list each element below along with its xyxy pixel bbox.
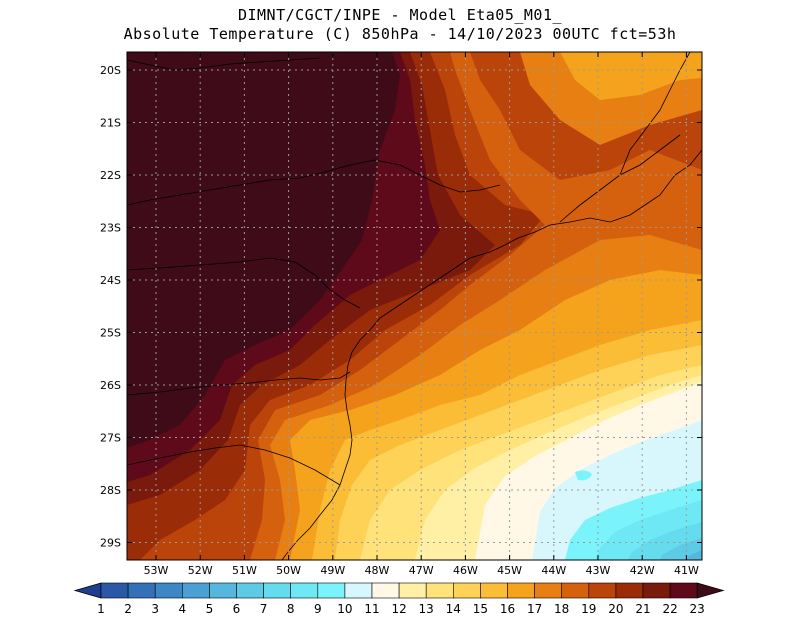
map-title-line2: Absolute Temperature (C) 850hPa - 14/10/… [123,25,677,43]
colorbar-segment [534,582,562,599]
x-axis-labels: 53W 52W 51W 50W 49W 48W 47W 46W 45W 44W 43W 42W 41W [144,564,699,577]
colorbar-label: 19 [581,602,596,616]
colorbar-label: 20 [608,602,623,616]
colorbar-label: 13 [419,602,434,616]
colorbar-label: 14 [446,602,461,616]
x-tick-label: 45W [497,564,522,577]
y-tick-label: 23S [100,222,121,235]
colorbar-segment [371,582,400,599]
colorbar-label: 1 [97,602,105,616]
colorbar-label: 22 [662,602,677,616]
coastline [281,149,702,560]
colorbar [73,582,725,599]
state-boundary-pr-sc [127,371,351,396]
colorbar-label: 23 [690,602,705,616]
map-frame [126,51,703,561]
colorbar-segment [669,582,698,599]
colorbar-segment [452,582,481,599]
coastline-boundaries [127,52,702,560]
x-tick-label: 52W [188,564,213,577]
colorbar-label: 4 [178,602,186,616]
axis-tick-marks [127,52,702,560]
y-tick-label: 20S [100,64,121,77]
colorbar-segment [344,582,373,599]
colorbar-arrow-right [696,582,725,599]
temperature-field [127,52,702,560]
colorbar-label: 16 [500,602,515,616]
x-tick-label: 43W [586,564,611,577]
colorbar-segment [127,582,156,599]
state-boundary-sc-rs [127,444,341,486]
y-tick-label: 28S [100,484,121,497]
colorbar-label: 11 [364,602,379,616]
colorbar-segment [100,582,129,599]
colorbar-label: 12 [391,602,406,616]
colorbar-segment [290,582,319,599]
colorbar-segment [263,582,292,599]
colorbar-label: 8 [287,602,295,616]
colorbar-label: 3 [151,602,159,616]
x-tick-label: 53W [144,564,169,577]
y-tick-label: 29S [100,537,121,550]
colorbar-label: 10 [337,602,352,616]
y-tick-label: 27S [100,432,121,445]
colorbar-segment [588,582,617,599]
x-tick-label: 41W [674,564,699,577]
colorbar-segment [182,582,210,599]
x-tick-label: 48W [365,564,390,577]
x-tick-label: 47W [409,564,434,577]
colorbar-segment [480,582,508,599]
colorbar-segment [561,582,590,599]
colorbar-segment [209,582,237,599]
x-tick-label: 46W [453,564,478,577]
state-boundary-mg-sp [127,159,501,206]
colorbar-segment [425,582,454,599]
state-boundary-paraguay [127,57,321,71]
y-axis-labels: 20S 21S 22S 23S 24S 25S 26S 27S 28S 29S [100,64,121,550]
colorbar-label: 6 [233,602,241,616]
colorbar-label: 9 [314,602,322,616]
colorbar-labels: 1 2 3 4 5 6 7 8 9 10 11 12 13 14 15 16 17 18 19 20 21 22 23 [97,602,705,616]
y-tick-label: 22S [100,169,121,182]
colorbar-segment [317,582,346,599]
colorbar-label: 15 [473,602,488,616]
colorbar-segment [236,582,264,599]
y-tick-label: 21S [100,117,121,130]
colorbar-segment [398,582,427,599]
x-tick-label: 51W [232,564,257,577]
zone-temp-8-patch [575,470,592,481]
colorbar-segment [507,582,535,599]
state-boundary-sp-pr [127,257,361,309]
colorbar-label: 7 [260,602,268,616]
zone-temp-4 [685,550,702,560]
colorbar-segment [615,582,644,599]
y-tick-label: 25S [100,327,121,340]
colorbar-label: 17 [527,602,542,616]
colorbar-segment [154,582,183,599]
y-tick-label: 24S [100,274,121,287]
x-tick-label: 50W [276,564,301,577]
y-tick-label: 26S [100,379,121,392]
colorbar-label: 5 [206,602,214,616]
x-tick-label: 44W [541,564,566,577]
colorbar-arrow-left [73,582,102,599]
colorbar-label: 21 [635,602,650,616]
grid-lines [127,52,702,560]
x-tick-label: 42W [630,564,655,577]
colorbar-label: 2 [124,602,132,616]
x-tick-label: 49W [320,564,345,577]
colorbar-segment [642,582,671,599]
map-title-line1: DIMNT/CGCT/INPE - Model Eta05_M01_ [237,6,563,24]
colorbar-label: 18 [554,602,569,616]
